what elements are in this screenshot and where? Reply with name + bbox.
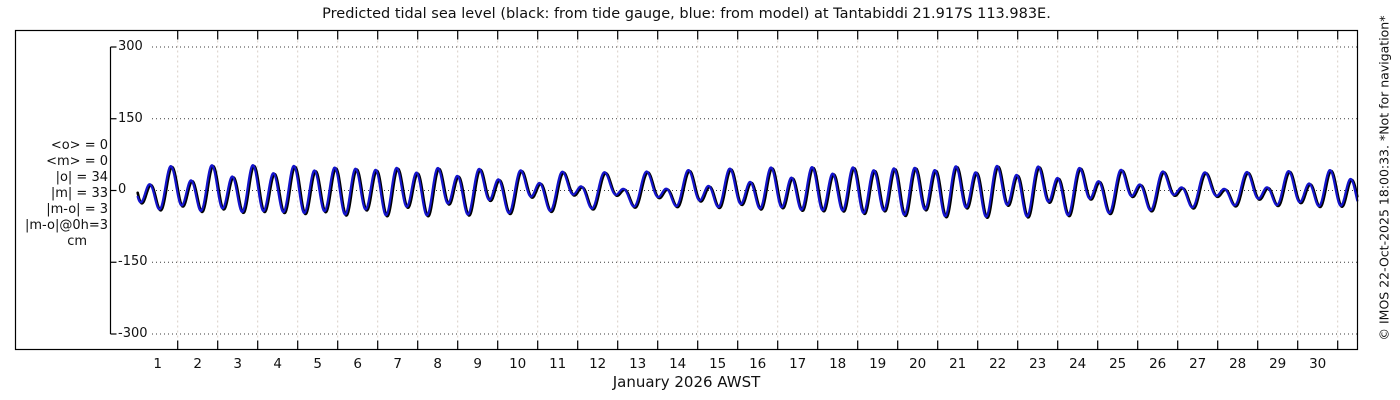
x-tick-label: 12 bbox=[589, 356, 606, 372]
x-tick-label: 16 bbox=[749, 356, 766, 372]
stat-line-diff-0h: |m-o|@0h=3 bbox=[25, 218, 108, 233]
x-tick-label: 11 bbox=[549, 356, 566, 372]
y-tick-label-300: 300 bbox=[118, 39, 143, 54]
x-tick-label: 30 bbox=[1309, 356, 1326, 372]
model-curve bbox=[136, 164, 1359, 218]
x-tick-label: 2 bbox=[193, 356, 202, 372]
x-tick-label: 3 bbox=[233, 356, 242, 372]
stat-line-abs-model: |m| = 33 bbox=[50, 186, 108, 201]
x-tick-label: 22 bbox=[989, 356, 1006, 372]
x-tick-label: 15 bbox=[709, 356, 726, 372]
x-tick-label: 20 bbox=[909, 356, 926, 372]
x-tick-label: 26 bbox=[1149, 356, 1166, 372]
stat-line-mean-model: <m> = 0 bbox=[46, 154, 108, 169]
chart-title: Predicted tidal sea level (black: from t… bbox=[322, 6, 1051, 22]
day-ticks bbox=[177, 30, 1339, 350]
x-tick-label: 25 bbox=[1109, 356, 1126, 372]
vertical-gridlines bbox=[177, 30, 1339, 350]
x-tick-label: 4 bbox=[273, 356, 282, 372]
x-tick-label: 29 bbox=[1269, 356, 1286, 372]
x-tick-label: 24 bbox=[1069, 356, 1086, 372]
x-tick-label: 19 bbox=[869, 356, 886, 372]
x-tick-label: 28 bbox=[1229, 356, 1246, 372]
x-tick-label: 27 bbox=[1189, 356, 1206, 372]
y-axis-spine bbox=[109, 46, 117, 335]
stat-line-abs-obs: |o| = 34 bbox=[55, 170, 108, 185]
x-tick-label: 1 bbox=[153, 356, 162, 372]
copyright-watermark: © IMOS 22-Oct-2025 18:00:33. *Not for na… bbox=[1376, 15, 1392, 341]
x-tick-label: 17 bbox=[789, 356, 806, 372]
x-tick-label: 23 bbox=[1029, 356, 1046, 372]
x-tick-label: 18 bbox=[829, 356, 846, 372]
stat-units-label: cm bbox=[67, 234, 87, 249]
y-tick-label-150: 150 bbox=[118, 111, 143, 126]
x-tick-label: 7 bbox=[393, 356, 402, 372]
stat-line-abs-diff: |m-o| = 3 bbox=[46, 202, 108, 217]
x-tick-label: 6 bbox=[353, 356, 362, 372]
x-tick-label: 8 bbox=[433, 356, 442, 372]
x-tick-label: 21 bbox=[949, 356, 966, 372]
x-tick-labels: 1 2 3 4 5 6 7 8 9 10 11 12 13 14 15 16 17 18 19 20 21 22 23 24 2… bbox=[153, 356, 1326, 372]
y-tick-label-0: 0 bbox=[118, 182, 127, 197]
x-tick-label: 14 bbox=[669, 356, 686, 372]
plot-border bbox=[14, 29, 1359, 351]
stats-panel: <o> = 0 <m> = 0 |o| = 34 |m| = 33 |m-o| … bbox=[0, 138, 108, 250]
x-axis-title: January 2026 AWST bbox=[612, 373, 761, 391]
x-tick-label: 13 bbox=[629, 356, 646, 372]
x-tick-label: 5 bbox=[313, 356, 322, 372]
y-tick-label-m150: -150 bbox=[118, 254, 148, 269]
y-tick-label-m300: -300 bbox=[118, 326, 148, 341]
x-tick-label: 9 bbox=[473, 356, 482, 372]
stat-line-mean-obs: <o> = 0 bbox=[50, 138, 108, 153]
x-tick-label: 10 bbox=[509, 356, 526, 372]
